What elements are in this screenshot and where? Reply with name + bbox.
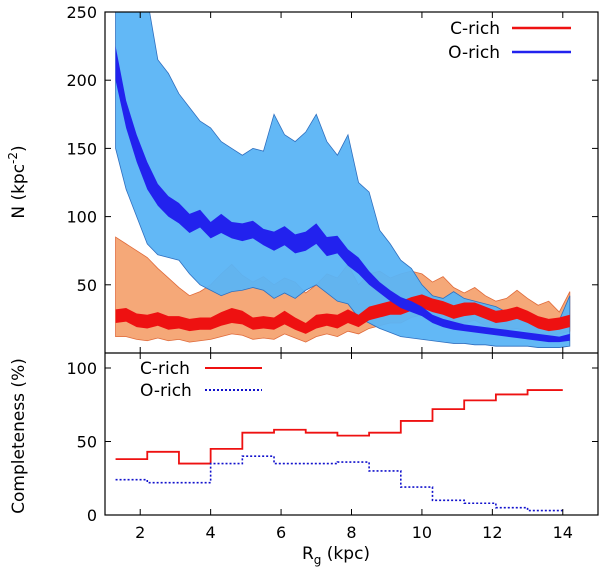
xtick-label: 12: [482, 523, 502, 542]
top-ytick-label: 150: [66, 139, 97, 158]
bottom-ytick-label: 50: [77, 433, 97, 452]
xlabel-main: R: [302, 544, 314, 564]
orich-band: [115, 12, 571, 348]
bottom-panel: [115, 389, 563, 512]
legend-orich-label: O-rich: [448, 43, 500, 63]
top-ylabel: N (kpc-2): [6, 145, 29, 218]
xtick-label: 4: [206, 523, 216, 542]
xtick-label: 6: [276, 523, 286, 542]
bottom-ytick-label: 100: [66, 359, 97, 378]
bottom-axes: 0 50 100 2 4 6 8 10 12 14: [66, 353, 598, 542]
top-ylabel-sup: -2: [6, 152, 20, 164]
top-ylabel-close: ): [9, 145, 29, 152]
bottom-ylabel: Completeness (%): [9, 358, 29, 514]
xlabel-sub: g: [314, 553, 322, 567]
top-ytick-label: 250: [66, 3, 97, 22]
crich-completeness-step: [115, 389, 563, 465]
legend-crich-label: C-rich: [450, 19, 500, 39]
top-legend: C-rich O-rich: [448, 19, 571, 63]
xtick-label: 8: [346, 523, 356, 542]
xtick-label: 2: [135, 523, 145, 542]
orich-completeness-step: [115, 455, 563, 512]
top-ytick-label: 200: [66, 71, 97, 90]
plot-frame: [104, 11, 599, 516]
top-ytick-label: 50: [77, 276, 97, 295]
top-panel: [115, 12, 571, 348]
bottom-ytick-label: 0: [87, 506, 97, 525]
xtick-label: 14: [553, 523, 573, 542]
top-ytick-label: 100: [66, 208, 97, 227]
top-ylabel-main: N (kpc: [9, 164, 29, 219]
crich-line: [115, 294, 570, 334]
legend-bottom-orich-label: O-rich: [140, 381, 192, 401]
top-axes: 50 100 150 200 250: [66, 3, 598, 353]
xlabel: Rg (kpc): [302, 544, 370, 567]
legend-bottom-crich-label: C-rich: [140, 359, 190, 379]
xlabel-close: (kpc): [321, 544, 370, 564]
bottom-legend: C-rich O-rich: [140, 359, 262, 401]
xtick-label: 10: [412, 523, 432, 542]
